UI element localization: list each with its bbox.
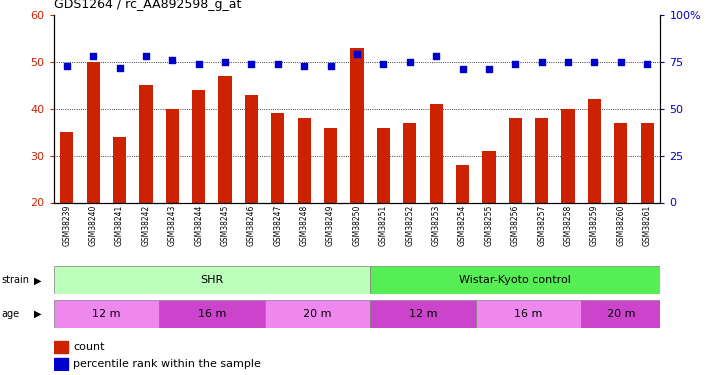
Text: ▶: ▶ (34, 309, 42, 319)
Bar (60, 132, 74, 202)
Bar (54, 358, 68, 370)
Text: GSM38253: GSM38253 (432, 204, 441, 246)
Bar (370, 266, 660, 294)
Point (114, 64, 125, 70)
Point (589, 59, 600, 65)
Bar (640, 123, 654, 202)
Text: GSM38260: GSM38260 (616, 204, 625, 246)
Point (642, 61, 653, 67)
Text: GSM38247: GSM38247 (273, 204, 282, 246)
Text: GSM38258: GSM38258 (563, 204, 573, 246)
Bar (535, 118, 548, 202)
Point (219, 59, 231, 65)
Point (431, 53, 442, 59)
Point (325, 63, 336, 69)
Text: GSM38252: GSM38252 (406, 204, 414, 246)
Text: GSM38256: GSM38256 (511, 204, 520, 246)
Point (510, 61, 521, 67)
Bar (588, 99, 601, 202)
Text: GSM38239: GSM38239 (62, 204, 71, 246)
Text: SHR: SHR (200, 275, 223, 285)
Point (193, 61, 204, 67)
Text: GSM38255: GSM38255 (484, 204, 493, 246)
Text: GSM38251: GSM38251 (379, 204, 388, 246)
Bar (218, 76, 231, 202)
Bar (271, 113, 284, 202)
Text: 16 m: 16 m (198, 309, 226, 319)
Point (483, 66, 495, 72)
Bar (54, 300, 159, 328)
Text: percentile rank within the sample: percentile rank within the sample (74, 359, 261, 369)
Point (61, 63, 72, 69)
Text: 20 m: 20 m (303, 309, 332, 319)
Text: GSM38241: GSM38241 (115, 204, 124, 246)
Text: GSM38240: GSM38240 (89, 204, 98, 246)
Text: GSM38254: GSM38254 (458, 204, 467, 246)
Text: GSM38242: GSM38242 (141, 204, 151, 246)
Bar (581, 300, 660, 328)
Bar (508, 118, 522, 202)
Bar (483, 151, 496, 202)
Bar (403, 123, 416, 202)
Bar (86, 62, 100, 202)
Point (272, 61, 283, 67)
Point (351, 51, 363, 57)
Text: GSM38244: GSM38244 (194, 204, 203, 246)
Bar (351, 48, 363, 202)
Text: strain: strain (1, 275, 29, 285)
Text: 12 m: 12 m (92, 309, 121, 319)
Text: 20 m: 20 m (607, 309, 635, 319)
Text: GSM38250: GSM38250 (353, 204, 361, 246)
Text: count: count (74, 342, 105, 352)
Text: GSM38245: GSM38245 (221, 204, 230, 246)
Text: GSM38243: GSM38243 (168, 204, 177, 246)
Bar (245, 95, 258, 202)
Point (404, 59, 416, 65)
Text: GSM38246: GSM38246 (247, 204, 256, 246)
Text: GSM38257: GSM38257 (537, 204, 546, 246)
Bar (430, 104, 443, 202)
Bar (377, 128, 390, 202)
Bar (192, 90, 206, 202)
Point (246, 61, 257, 67)
Bar (139, 86, 153, 202)
Text: GDS1264 / rc_AA892598_g_at: GDS1264 / rc_AA892598_g_at (54, 0, 241, 11)
Bar (54, 341, 68, 352)
Point (298, 63, 310, 69)
Point (457, 66, 468, 72)
Bar (298, 118, 311, 202)
Bar (561, 109, 575, 202)
Bar (370, 300, 476, 328)
Text: GSM38259: GSM38259 (590, 204, 599, 246)
Text: GSM38249: GSM38249 (326, 204, 335, 246)
Bar (54, 266, 370, 294)
Point (87, 53, 99, 59)
Text: 12 m: 12 m (408, 309, 437, 319)
Bar (159, 300, 265, 328)
Text: ▶: ▶ (34, 275, 42, 285)
Point (378, 61, 389, 67)
Bar (166, 109, 179, 202)
Text: GSM38261: GSM38261 (643, 204, 652, 246)
Bar (265, 300, 370, 328)
Text: Wistar-Kyoto control: Wistar-Kyoto control (459, 275, 571, 285)
Point (536, 59, 548, 65)
Bar (614, 123, 628, 202)
Bar (476, 300, 581, 328)
Point (140, 53, 151, 59)
Text: age: age (1, 309, 19, 319)
Bar (113, 137, 126, 202)
Bar (324, 128, 337, 202)
Text: 16 m: 16 m (514, 309, 543, 319)
Bar (456, 165, 469, 202)
Text: GSM38248: GSM38248 (300, 204, 308, 246)
Point (615, 59, 627, 65)
Point (563, 59, 574, 65)
Point (166, 57, 178, 63)
